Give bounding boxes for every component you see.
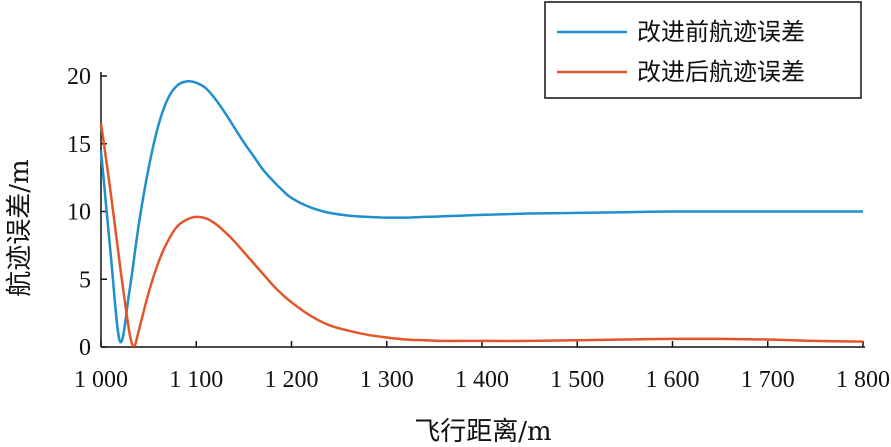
series-line-1 — [99, 80, 863, 344]
x-tick-label: 1 200 — [265, 367, 319, 393]
legend-label-2: 改进后航迹误差 — [637, 58, 805, 86]
y-tick-label: 20 — [67, 64, 91, 90]
x-tick-label: 1 400 — [455, 367, 509, 393]
x-tick-label: 1 100 — [169, 367, 223, 393]
x-tick-label: 1 800 — [836, 367, 890, 393]
y-tick-label: 0 — [79, 335, 91, 361]
y-tick-label: 10 — [67, 200, 91, 226]
series-line-2 — [99, 123, 864, 348]
x-tick-label: 1 500 — [550, 367, 604, 393]
x-axis-title: 飞行距离/m — [414, 417, 551, 447]
y-tick-label: 5 — [79, 267, 91, 293]
x-tick-label: 1 600 — [646, 367, 700, 393]
y-tick-label: 15 — [67, 132, 91, 158]
y-axis-title: 航迹误差/m — [5, 159, 35, 296]
x-tick-label: 1 300 — [360, 367, 414, 393]
legend-label-1: 改进前航迹误差 — [637, 18, 805, 46]
x-tick-label: 1 000 — [74, 367, 128, 393]
x-tick-label: 1 700 — [741, 367, 795, 393]
legend-box — [544, 1, 862, 99]
